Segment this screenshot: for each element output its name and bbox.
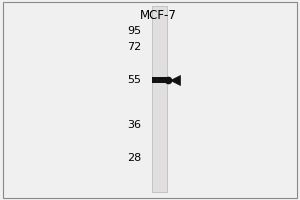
- Text: 95: 95: [127, 26, 141, 36]
- Text: 55: 55: [127, 75, 141, 85]
- Bar: [152, 77, 166, 83]
- Text: 72: 72: [127, 42, 141, 52]
- Text: MCF-7: MCF-7: [140, 9, 177, 22]
- Text: 36: 36: [127, 120, 141, 130]
- Text: 28: 28: [127, 153, 141, 163]
- Bar: [152, 6, 166, 192]
